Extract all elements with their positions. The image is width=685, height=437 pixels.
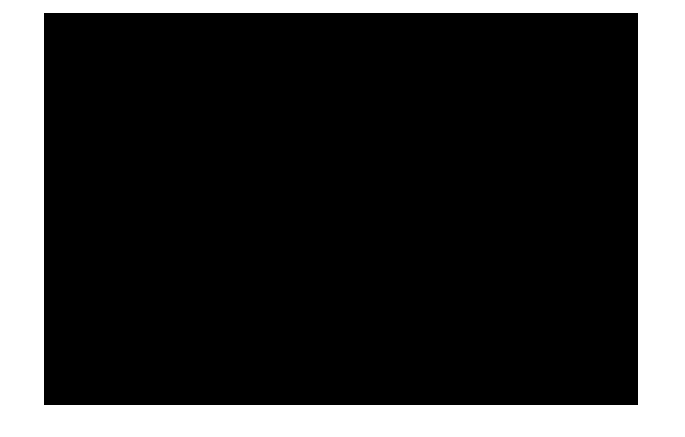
word-cloud (44, 13, 638, 405)
cloud-background (44, 13, 638, 405)
